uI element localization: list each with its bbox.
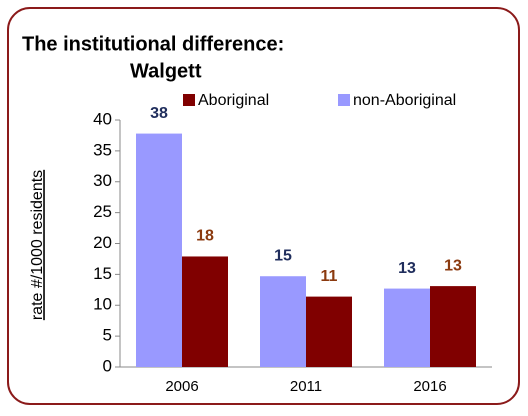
x-tick-label: 2016: [413, 378, 446, 395]
value-label: 38: [150, 105, 168, 122]
bar: [306, 296, 352, 367]
legend-label: Aboriginal: [198, 92, 269, 109]
y-tick-label: 20: [93, 233, 112, 252]
y-tick-label: 10: [93, 295, 112, 314]
y-tick-label: 5: [103, 326, 112, 345]
value-label: 13: [444, 257, 462, 274]
y-tick-label: 35: [93, 140, 112, 159]
bar: [430, 286, 476, 367]
chart-subtitle: Walgett: [130, 60, 202, 82]
x-tick-label: 2006: [165, 378, 198, 395]
bar: [260, 276, 306, 367]
y-tick-label: 30: [93, 171, 112, 190]
bar: [136, 133, 182, 367]
value-label: 13: [398, 260, 416, 277]
value-label: 18: [196, 228, 214, 245]
y-tick-label: 25: [93, 202, 112, 221]
bar: [384, 288, 430, 367]
legend-swatch: [338, 94, 350, 106]
legend-label: non-Aboriginal: [353, 92, 456, 109]
chart-title: The institutional difference:: [22, 33, 284, 55]
legend-swatch: [183, 94, 195, 106]
value-label: 15: [274, 247, 292, 264]
y-axis-label: rate #/1000 residents: [29, 170, 46, 320]
value-label: 11: [321, 268, 338, 285]
y-tick-label: 40: [93, 109, 112, 128]
x-tick-label: 2011: [290, 378, 322, 395]
y-tick-label: 0: [103, 356, 112, 375]
y-tick-label: 15: [93, 264, 112, 283]
bar: [182, 256, 228, 367]
